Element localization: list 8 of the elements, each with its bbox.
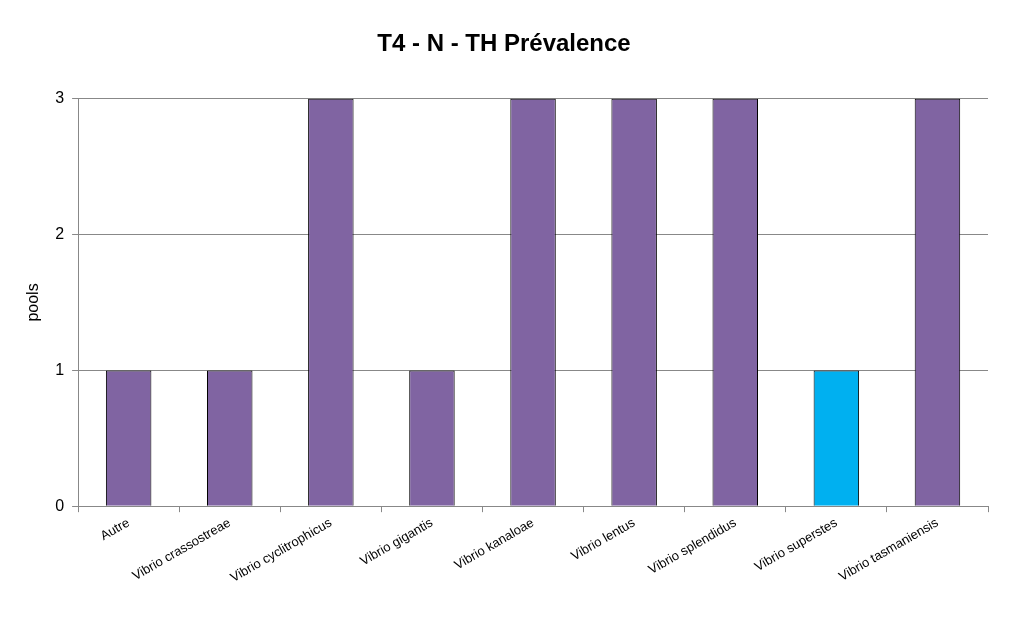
x-tick-label: Vibrio lentus [568, 514, 638, 564]
y-tick-label: 2 [55, 225, 65, 242]
y-tick-label: 1 [55, 360, 65, 378]
y-tick-label: 0 [55, 496, 65, 514]
y-tick-label: 3 [55, 89, 65, 107]
y-axis-title: pools [24, 283, 42, 322]
x-tick-label: Autre [97, 514, 132, 544]
chart-title: T4 - N - TH Prévalence [377, 29, 631, 57]
